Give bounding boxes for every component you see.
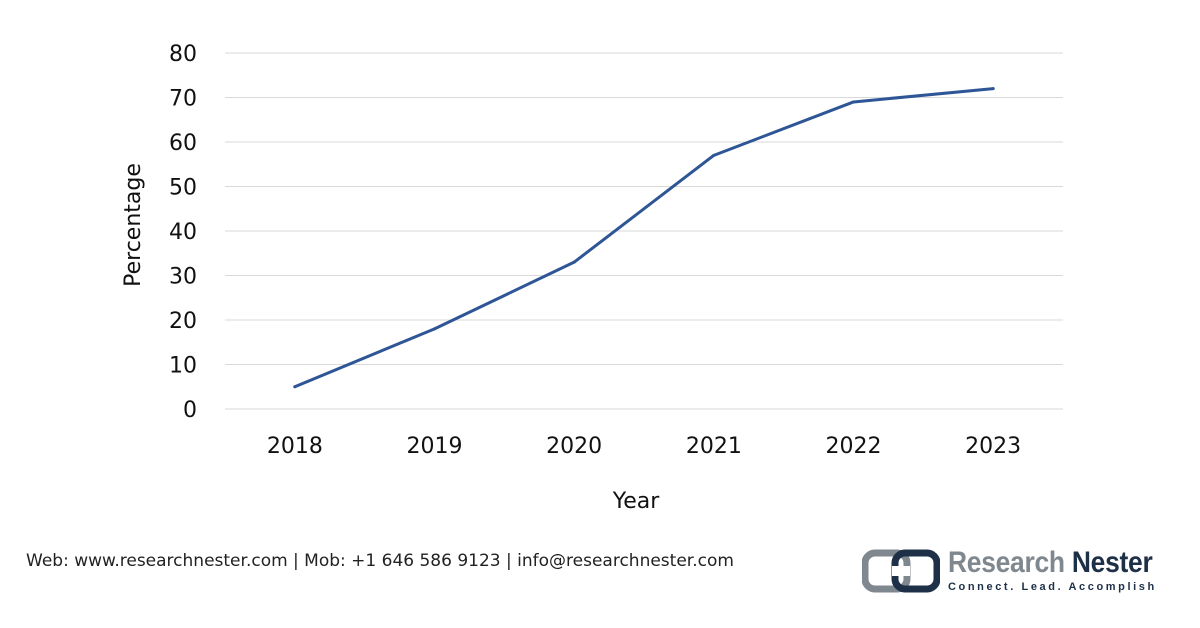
y-axis-label: Percentage <box>121 163 146 287</box>
series-lines <box>293 87 995 389</box>
y-tick-label: 50 <box>169 176 197 201</box>
contact-footer: Web: www.researchnester.com | Mob: +1 64… <box>26 551 734 571</box>
x-tick-label: 2022 <box>826 434 882 459</box>
x-tick-label: 2021 <box>686 434 742 459</box>
data-point <box>572 260 576 264</box>
data-point <box>712 153 716 157</box>
logo-name-part1: Research <box>948 546 1065 579</box>
y-tick-label: 0 <box>183 398 197 423</box>
y-tick-label: 30 <box>169 265 197 290</box>
y-tick-label: 40 <box>169 220 197 245</box>
data-point <box>852 100 855 104</box>
x-tick-label: 2023 <box>965 434 1021 459</box>
x-tick-label: 2019 <box>407 434 463 459</box>
x-axis-ticks: 2018 2019 2020 2021 2022 2023 <box>267 434 1021 459</box>
y-tick-label: 20 <box>169 309 197 334</box>
x-tick-label: 2020 <box>546 434 602 459</box>
data-point <box>433 327 436 331</box>
series-line <box>293 87 995 389</box>
y-axis-ticks: 0 10 20 30 40 50 60 70 80 <box>169 42 197 423</box>
logo-name-part2: Nester <box>1071 546 1153 579</box>
gridlines <box>225 52 1063 410</box>
x-tick-label: 2018 <box>267 434 323 459</box>
y-tick-label: 70 <box>169 87 197 112</box>
logo-tagline: Connect. Lead. Accomplish <box>948 581 1157 593</box>
logo-mark-icon <box>862 549 940 593</box>
y-tick-label: 10 <box>169 354 197 379</box>
research-nester-logo: Research Nester Connect. Lead. Accomplis… <box>862 546 1172 598</box>
data-point <box>991 87 995 91</box>
y-tick-label: 80 <box>169 42 197 67</box>
data-point <box>293 385 297 389</box>
y-tick-label: 60 <box>169 131 197 156</box>
logo-name: Research Nester <box>948 546 1153 580</box>
x-axis-label: Year <box>612 489 661 514</box>
